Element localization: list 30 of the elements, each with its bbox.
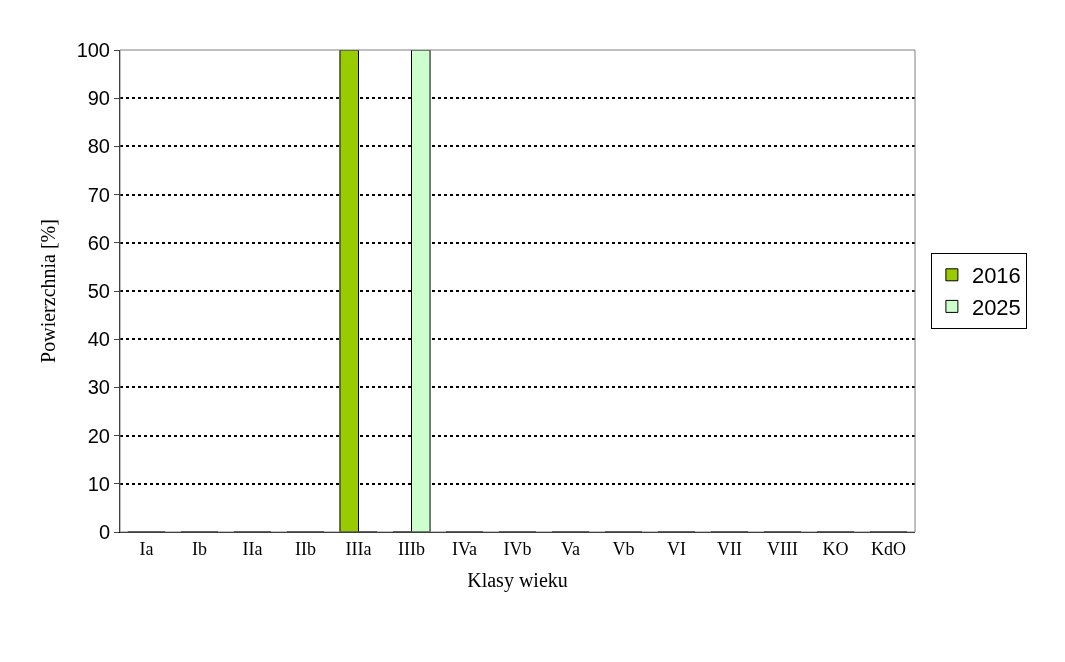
y-tick-label: 0 (98, 521, 110, 543)
x-tick-label: IVb (503, 538, 532, 559)
x-tick-label: IVa (452, 538, 477, 559)
x-tick-label: IIIa (345, 538, 372, 559)
y-tick-label: 80 (87, 135, 110, 158)
x-tick-label: IIb (295, 538, 316, 559)
x-tick-label: VII (717, 538, 742, 559)
x-tick-label: KdO (871, 538, 906, 559)
y-tick-label: 30 (87, 376, 110, 399)
y-tick-label: 90 (87, 87, 110, 110)
x-tick-label: Va (561, 538, 580, 559)
y-tick-label: 100 (76, 39, 110, 61)
y-tick-label: 40 (87, 328, 110, 351)
y-tick-label: 60 (87, 231, 110, 254)
x-tick-label: Vb (612, 538, 635, 559)
y-tick-label: 20 (87, 424, 110, 447)
x-tick-label: Ia (139, 538, 154, 559)
x-tick-label: KO (822, 538, 849, 559)
legend-label: 2025 (971, 294, 1021, 320)
x-tick-label: IIIb (398, 538, 425, 559)
x-tick-label: VI (667, 538, 686, 559)
legend-label: 2016 (971, 263, 1021, 289)
x-axis-title: Klasy wieku (467, 569, 568, 593)
y-tick-label: 50 (87, 280, 110, 302)
x-tick-label: IIa (242, 538, 263, 559)
y-axis-title: Powierzchnia [%] (37, 219, 60, 363)
x-tick-label: VIII (767, 538, 798, 559)
y-tick-label: 70 (87, 183, 110, 206)
y-tick-label: 10 (87, 472, 110, 495)
x-tick-label: Ib (192, 538, 207, 559)
